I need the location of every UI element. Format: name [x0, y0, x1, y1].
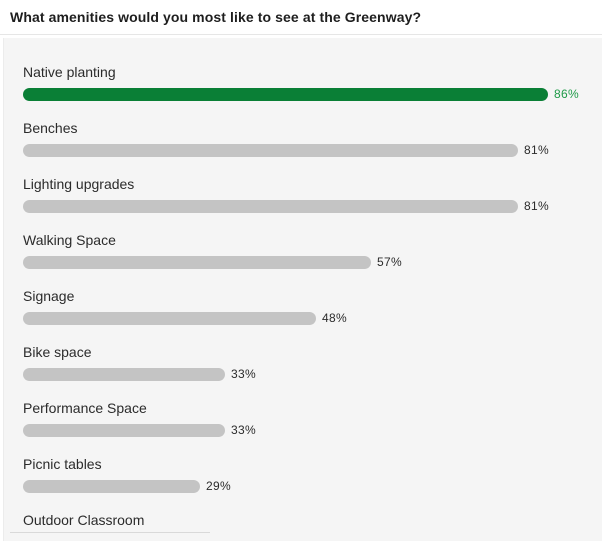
result-percent: 81% — [524, 199, 549, 213]
result-outdoor-classroom: Outdoor Classroom — [23, 512, 593, 541]
result-benches: Benches 81% — [23, 120, 593, 170]
result-picnic-tables: Picnic tables 29% — [23, 456, 593, 506]
result-bar-row: 57% — [23, 254, 593, 270]
result-bar — [23, 368, 225, 381]
result-bar-row: 33% — [23, 366, 593, 382]
result-bike-space: Bike space 33% — [23, 344, 593, 394]
result-bar — [23, 256, 371, 269]
result-walking-space: Walking Space 57% — [23, 232, 593, 282]
result-percent: 33% — [231, 367, 256, 381]
survey-question: What amenities would you most like to se… — [10, 9, 422, 25]
result-bar — [23, 424, 225, 437]
result-percent: 81% — [524, 143, 549, 157]
result-percent: 57% — [377, 255, 402, 269]
result-performance-space: Performance Space 33% — [23, 400, 593, 450]
result-bar-row: 86% — [23, 86, 593, 102]
result-bar-row: 81% — [23, 142, 593, 158]
result-bar — [23, 480, 200, 493]
result-bar-row: 33% — [23, 422, 593, 438]
option-label: Benches — [23, 120, 78, 136]
result-bar-row: 29% — [23, 478, 593, 494]
result-native-planting: Native planting 86% — [23, 64, 593, 114]
survey-header: What amenities would you most like to se… — [0, 0, 602, 35]
result-bar — [23, 88, 548, 101]
option-label: Picnic tables — [23, 456, 102, 472]
result-percent: 33% — [231, 423, 256, 437]
result-bar — [23, 200, 518, 213]
result-bar-row: 48% — [23, 310, 593, 326]
results-panel: Native planting 86% Benches 81% Lighting… — [3, 38, 602, 541]
result-percent: 86% — [554, 87, 579, 101]
divider — [10, 532, 210, 533]
result-bar — [23, 144, 518, 157]
option-label: Lighting upgrades — [23, 176, 135, 192]
option-label: Native planting — [23, 64, 116, 80]
option-label: Performance Space — [23, 400, 147, 416]
option-label: Walking Space — [23, 232, 116, 248]
result-percent: 48% — [322, 311, 347, 325]
result-lighting-upgrades: Lighting upgrades 81% — [23, 176, 593, 226]
result-bar-row: 81% — [23, 198, 593, 214]
option-label: Signage — [23, 288, 75, 304]
option-label: Outdoor Classroom — [23, 512, 145, 528]
result-percent: 29% — [206, 479, 231, 493]
option-label: Bike space — [23, 344, 92, 360]
result-bar — [23, 312, 316, 325]
result-signage: Signage 48% — [23, 288, 593, 338]
